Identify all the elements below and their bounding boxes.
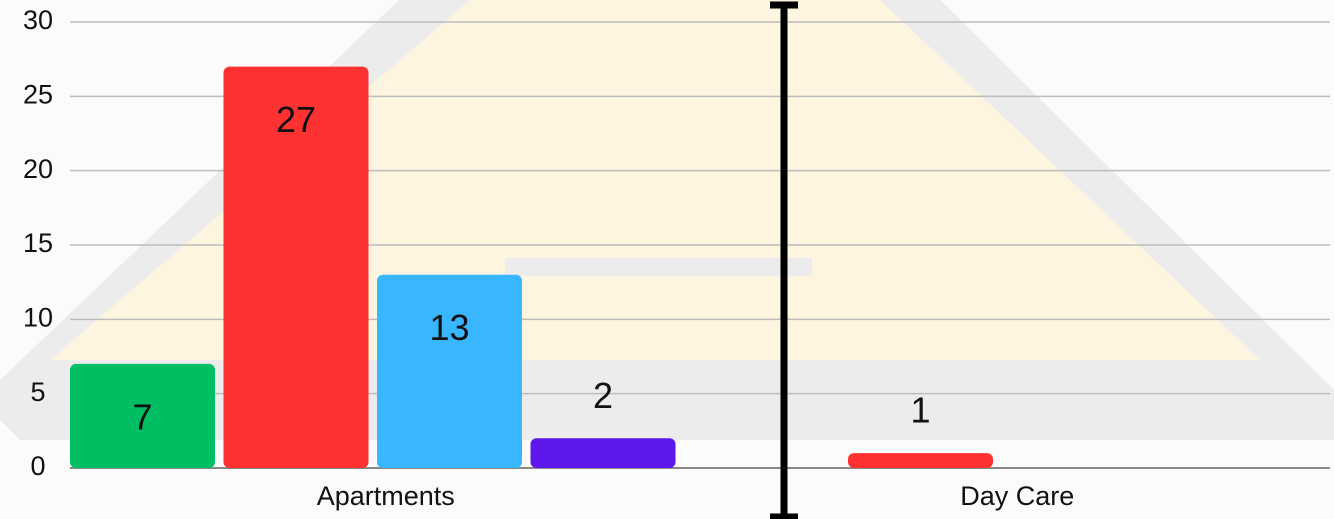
y-tick-label: 20 <box>23 154 53 184</box>
page: {"chart_data": {"type": "bar", "categori… <box>0 0 1334 519</box>
value-label: 13 <box>429 307 469 348</box>
value-label: 1 <box>910 390 930 431</box>
value-label: 7 <box>132 396 152 437</box>
y-tick-label: 10 <box>23 302 53 332</box>
y-tick-label: 5 <box>30 377 45 407</box>
x-tick-label: Apartments <box>317 481 455 511</box>
bar <box>848 453 993 468</box>
y-tick-label: 30 <box>23 5 53 35</box>
y-tick-label: 15 <box>23 228 53 258</box>
x-tick-label: Day Care <box>960 481 1074 511</box>
watermark-bar <box>505 258 812 276</box>
chart: 0 5 10 15 20 25 30 Apartments 7 27 13 2 Day Care 1 <box>0 0 1334 519</box>
bar <box>531 438 676 468</box>
y-tick-label: 25 <box>23 79 53 109</box>
bar <box>377 275 522 468</box>
value-label: 2 <box>593 375 613 416</box>
value-label: 27 <box>276 99 316 140</box>
y-tick-label: 0 <box>30 451 45 481</box>
